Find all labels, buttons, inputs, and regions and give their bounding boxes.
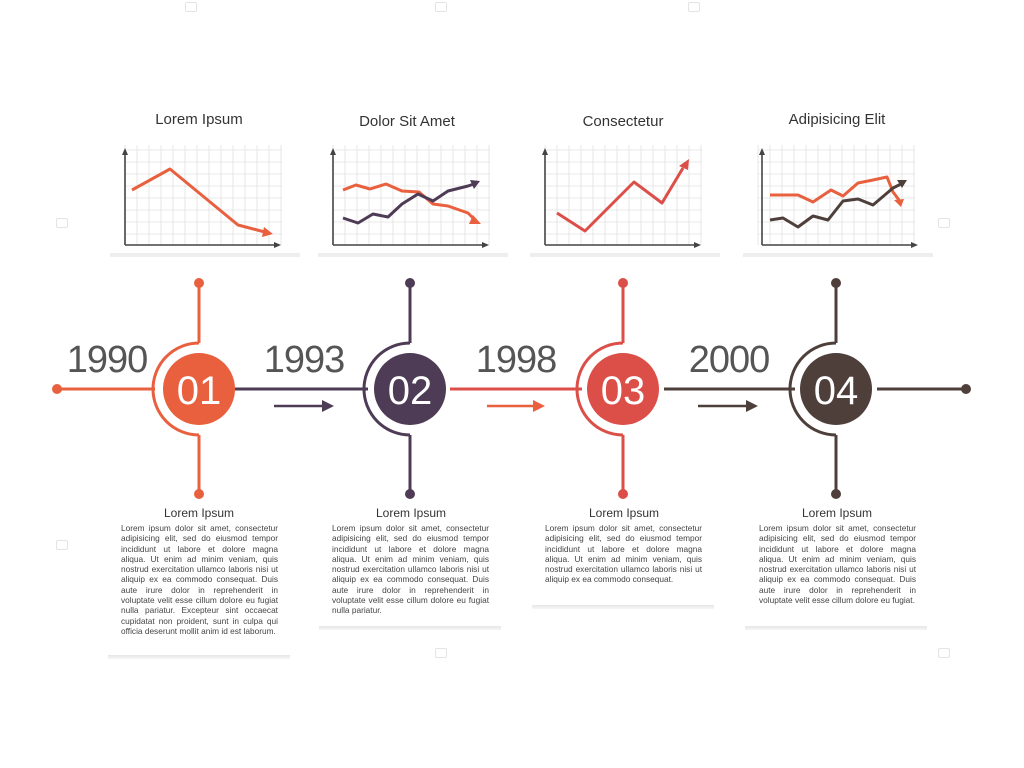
chart-title-3: Consectetur xyxy=(582,113,664,130)
series-line-orange xyxy=(770,175,901,204)
body-text-4: Lorem ipsum dolor sit amet, consectetur … xyxy=(759,523,916,606)
chart-title-2: Dolor Sit Amet xyxy=(359,113,455,130)
body-text-1: Lorem ipsum dolor sit amet, consectetur … xyxy=(121,523,278,636)
chart-title-4: Adipisicing Elit xyxy=(788,111,886,128)
mini-line-chart-2 xyxy=(318,145,508,257)
body-text-3: Lorem ipsum dolor sit amet, consectetur … xyxy=(545,523,702,585)
chart-axes xyxy=(122,148,281,248)
text-shelf-3 xyxy=(532,605,714,609)
arrow-right-icon xyxy=(274,400,334,412)
node-number-4: 04 xyxy=(814,369,859,413)
mini-line-chart-4 xyxy=(743,145,933,257)
series-line-dark xyxy=(342,182,475,225)
arrowhead xyxy=(679,159,689,170)
text-shelf-4 xyxy=(745,626,927,630)
timeline-node-1 xyxy=(151,278,235,499)
text-shelf-2 xyxy=(319,626,501,630)
series-line-orange xyxy=(342,182,477,222)
watermark-camera-icon xyxy=(688,2,700,12)
watermark-camera-icon xyxy=(56,218,68,228)
year-label-2: 1993 xyxy=(263,339,346,381)
arrowhead xyxy=(469,215,481,224)
arrow-right-icon xyxy=(698,400,758,412)
watermark-camera-icon xyxy=(435,2,447,12)
node-number-3: 03 xyxy=(601,369,646,413)
chart-axes xyxy=(542,148,701,248)
timeline-start-dot xyxy=(52,384,62,394)
text-shelf-1 xyxy=(108,655,290,659)
mini-line-chart-1 xyxy=(110,145,300,257)
node-number-1: 01 xyxy=(177,369,222,413)
body-title-2: Lorem Ipsum xyxy=(375,506,447,520)
timeline-end-dot xyxy=(961,384,971,394)
chart-axes xyxy=(759,148,918,248)
watermark-camera-icon xyxy=(185,2,197,12)
body-title-4: Lorem Ipsum xyxy=(801,506,873,520)
watermark-camera-icon xyxy=(938,648,950,658)
body-title-1: Lorem Ipsum xyxy=(163,506,235,520)
chart-title-1: Lorem Ipsum xyxy=(155,111,243,128)
timeline-node-3 xyxy=(575,278,659,499)
body-text-2: Lorem ipsum dolor sit amet, consectetur … xyxy=(332,523,489,616)
year-label-1: 1990 xyxy=(66,339,149,381)
arrowhead xyxy=(470,180,480,189)
year-label-4: 2000 xyxy=(688,339,771,381)
series-line-dark xyxy=(769,182,902,229)
node-number-2: 02 xyxy=(388,369,433,413)
series-line xyxy=(131,167,266,234)
timeline-node-2 xyxy=(362,278,446,499)
year-label-3: 1998 xyxy=(475,339,558,381)
chart-axes xyxy=(330,148,489,248)
body-title-3: Lorem Ipsum xyxy=(588,506,660,520)
timeline-node-4 xyxy=(788,278,872,499)
mini-line-chart-3 xyxy=(530,145,720,257)
watermark-camera-icon xyxy=(435,648,447,658)
watermark-camera-icon xyxy=(56,540,68,550)
arrowhead xyxy=(262,227,273,237)
arrowhead xyxy=(897,180,907,188)
arrow-right-icon xyxy=(487,400,545,412)
series-line xyxy=(556,167,685,233)
arrowhead xyxy=(894,199,904,207)
watermark-camera-icon xyxy=(938,218,950,228)
